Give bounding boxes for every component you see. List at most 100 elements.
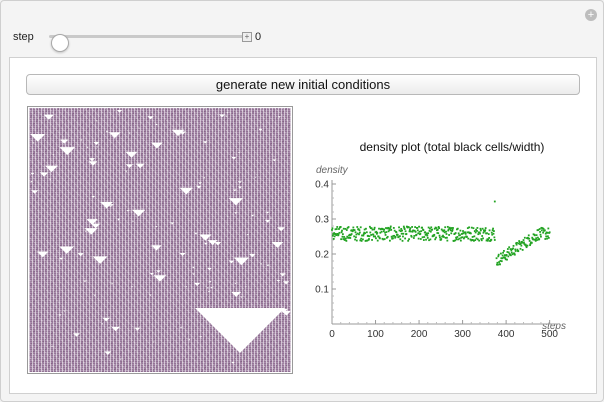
data-point <box>403 227 406 229</box>
ca-white-triangle <box>208 281 212 283</box>
ca-white-triangle <box>84 228 98 235</box>
data-point <box>358 233 360 236</box>
ca-white-triangle <box>246 234 250 236</box>
ca-white-triangle <box>269 217 272 219</box>
data-point <box>360 237 363 240</box>
ca-white-triangle <box>155 123 158 126</box>
data-point <box>545 235 548 238</box>
data-point <box>378 237 381 240</box>
data-point <box>417 237 420 240</box>
step-slider-thumb[interactable] <box>51 34 69 52</box>
data-point <box>399 238 402 241</box>
ca-white-triangle <box>86 147 89 149</box>
data-point <box>364 232 366 235</box>
ca-white-triangle <box>92 256 108 264</box>
data-point <box>333 232 336 234</box>
data-point <box>378 227 380 230</box>
data-point <box>490 231 493 234</box>
data-point <box>524 243 527 246</box>
ca-white-triangle <box>88 158 96 162</box>
ca-white-triangle <box>231 361 235 364</box>
data-point <box>409 228 411 231</box>
data-point <box>372 235 375 238</box>
data-point <box>499 252 502 255</box>
data-point <box>441 235 444 238</box>
data-point <box>341 235 344 238</box>
ca-white-triangle <box>206 287 209 289</box>
generate-initial-conditions-button[interactable]: generate new initial conditions <box>26 74 580 95</box>
data-point <box>467 237 470 240</box>
ca-white-triangle <box>240 296 243 298</box>
data-point <box>423 236 426 238</box>
data-point <box>442 230 445 233</box>
data-point <box>335 233 337 235</box>
ca-white-triangle <box>254 176 257 178</box>
data-point <box>435 227 438 229</box>
data-point <box>358 231 361 234</box>
data-point <box>544 232 547 235</box>
data-point <box>359 226 362 229</box>
data-point <box>342 227 345 230</box>
data-point <box>402 232 405 235</box>
data-point <box>343 236 346 238</box>
ca-white-triangle <box>152 341 155 343</box>
data-point <box>446 236 448 239</box>
data-point <box>467 231 470 234</box>
data-point <box>424 231 427 234</box>
data-point <box>463 236 466 239</box>
data-point <box>354 231 357 234</box>
data-point <box>514 248 517 251</box>
x-tick-label: 0 <box>329 329 335 340</box>
cellular-automaton-image <box>27 106 293 374</box>
data-point <box>345 239 348 242</box>
data-point <box>431 228 434 231</box>
data-point <box>456 236 459 238</box>
ca-white-triangle <box>107 327 111 329</box>
data-point <box>462 230 464 232</box>
data-point <box>542 231 545 234</box>
data-point <box>450 232 453 235</box>
ca-white-triangle <box>271 242 284 248</box>
ca-white-triangle <box>195 308 285 353</box>
ca-white-triangle <box>49 178 52 180</box>
y-tick-label: 0.1 <box>315 285 329 296</box>
data-point <box>443 229 446 232</box>
data-point <box>389 225 392 228</box>
data-point <box>475 237 478 240</box>
data-point <box>335 234 338 237</box>
data-point <box>485 239 488 242</box>
data-point <box>438 227 440 230</box>
ca-white-triangle <box>149 272 154 276</box>
x-tick-label: 500 <box>541 329 558 340</box>
ca-white-triangle <box>276 279 281 282</box>
data-point <box>374 235 376 238</box>
ca-white-triangle <box>88 161 98 166</box>
plus-circle-icon[interactable]: + <box>585 9 597 21</box>
data-point <box>382 228 384 231</box>
data-point <box>396 234 399 236</box>
plus-box-icon[interactable]: + <box>242 32 252 42</box>
data-point <box>429 230 432 233</box>
data-point <box>362 233 365 236</box>
data-point <box>464 231 467 234</box>
data-point <box>444 226 447 229</box>
ca-white-triangle <box>137 127 140 129</box>
data-point <box>493 236 496 239</box>
data-point <box>413 229 416 232</box>
data-point <box>425 238 427 241</box>
data-point <box>439 236 441 239</box>
data-point <box>392 227 395 229</box>
data-point <box>375 237 377 240</box>
ca-white-triangle <box>231 291 242 297</box>
data-point <box>344 228 347 230</box>
ca-white-triangle <box>231 157 237 160</box>
data-point <box>331 234 334 237</box>
data-point <box>478 239 481 242</box>
step-slider-track[interactable] <box>49 34 249 52</box>
data-point <box>483 230 486 233</box>
data-point <box>393 234 396 237</box>
data-point <box>402 225 405 228</box>
data-point <box>419 238 422 240</box>
data-point <box>525 246 528 249</box>
data-point <box>435 236 437 239</box>
